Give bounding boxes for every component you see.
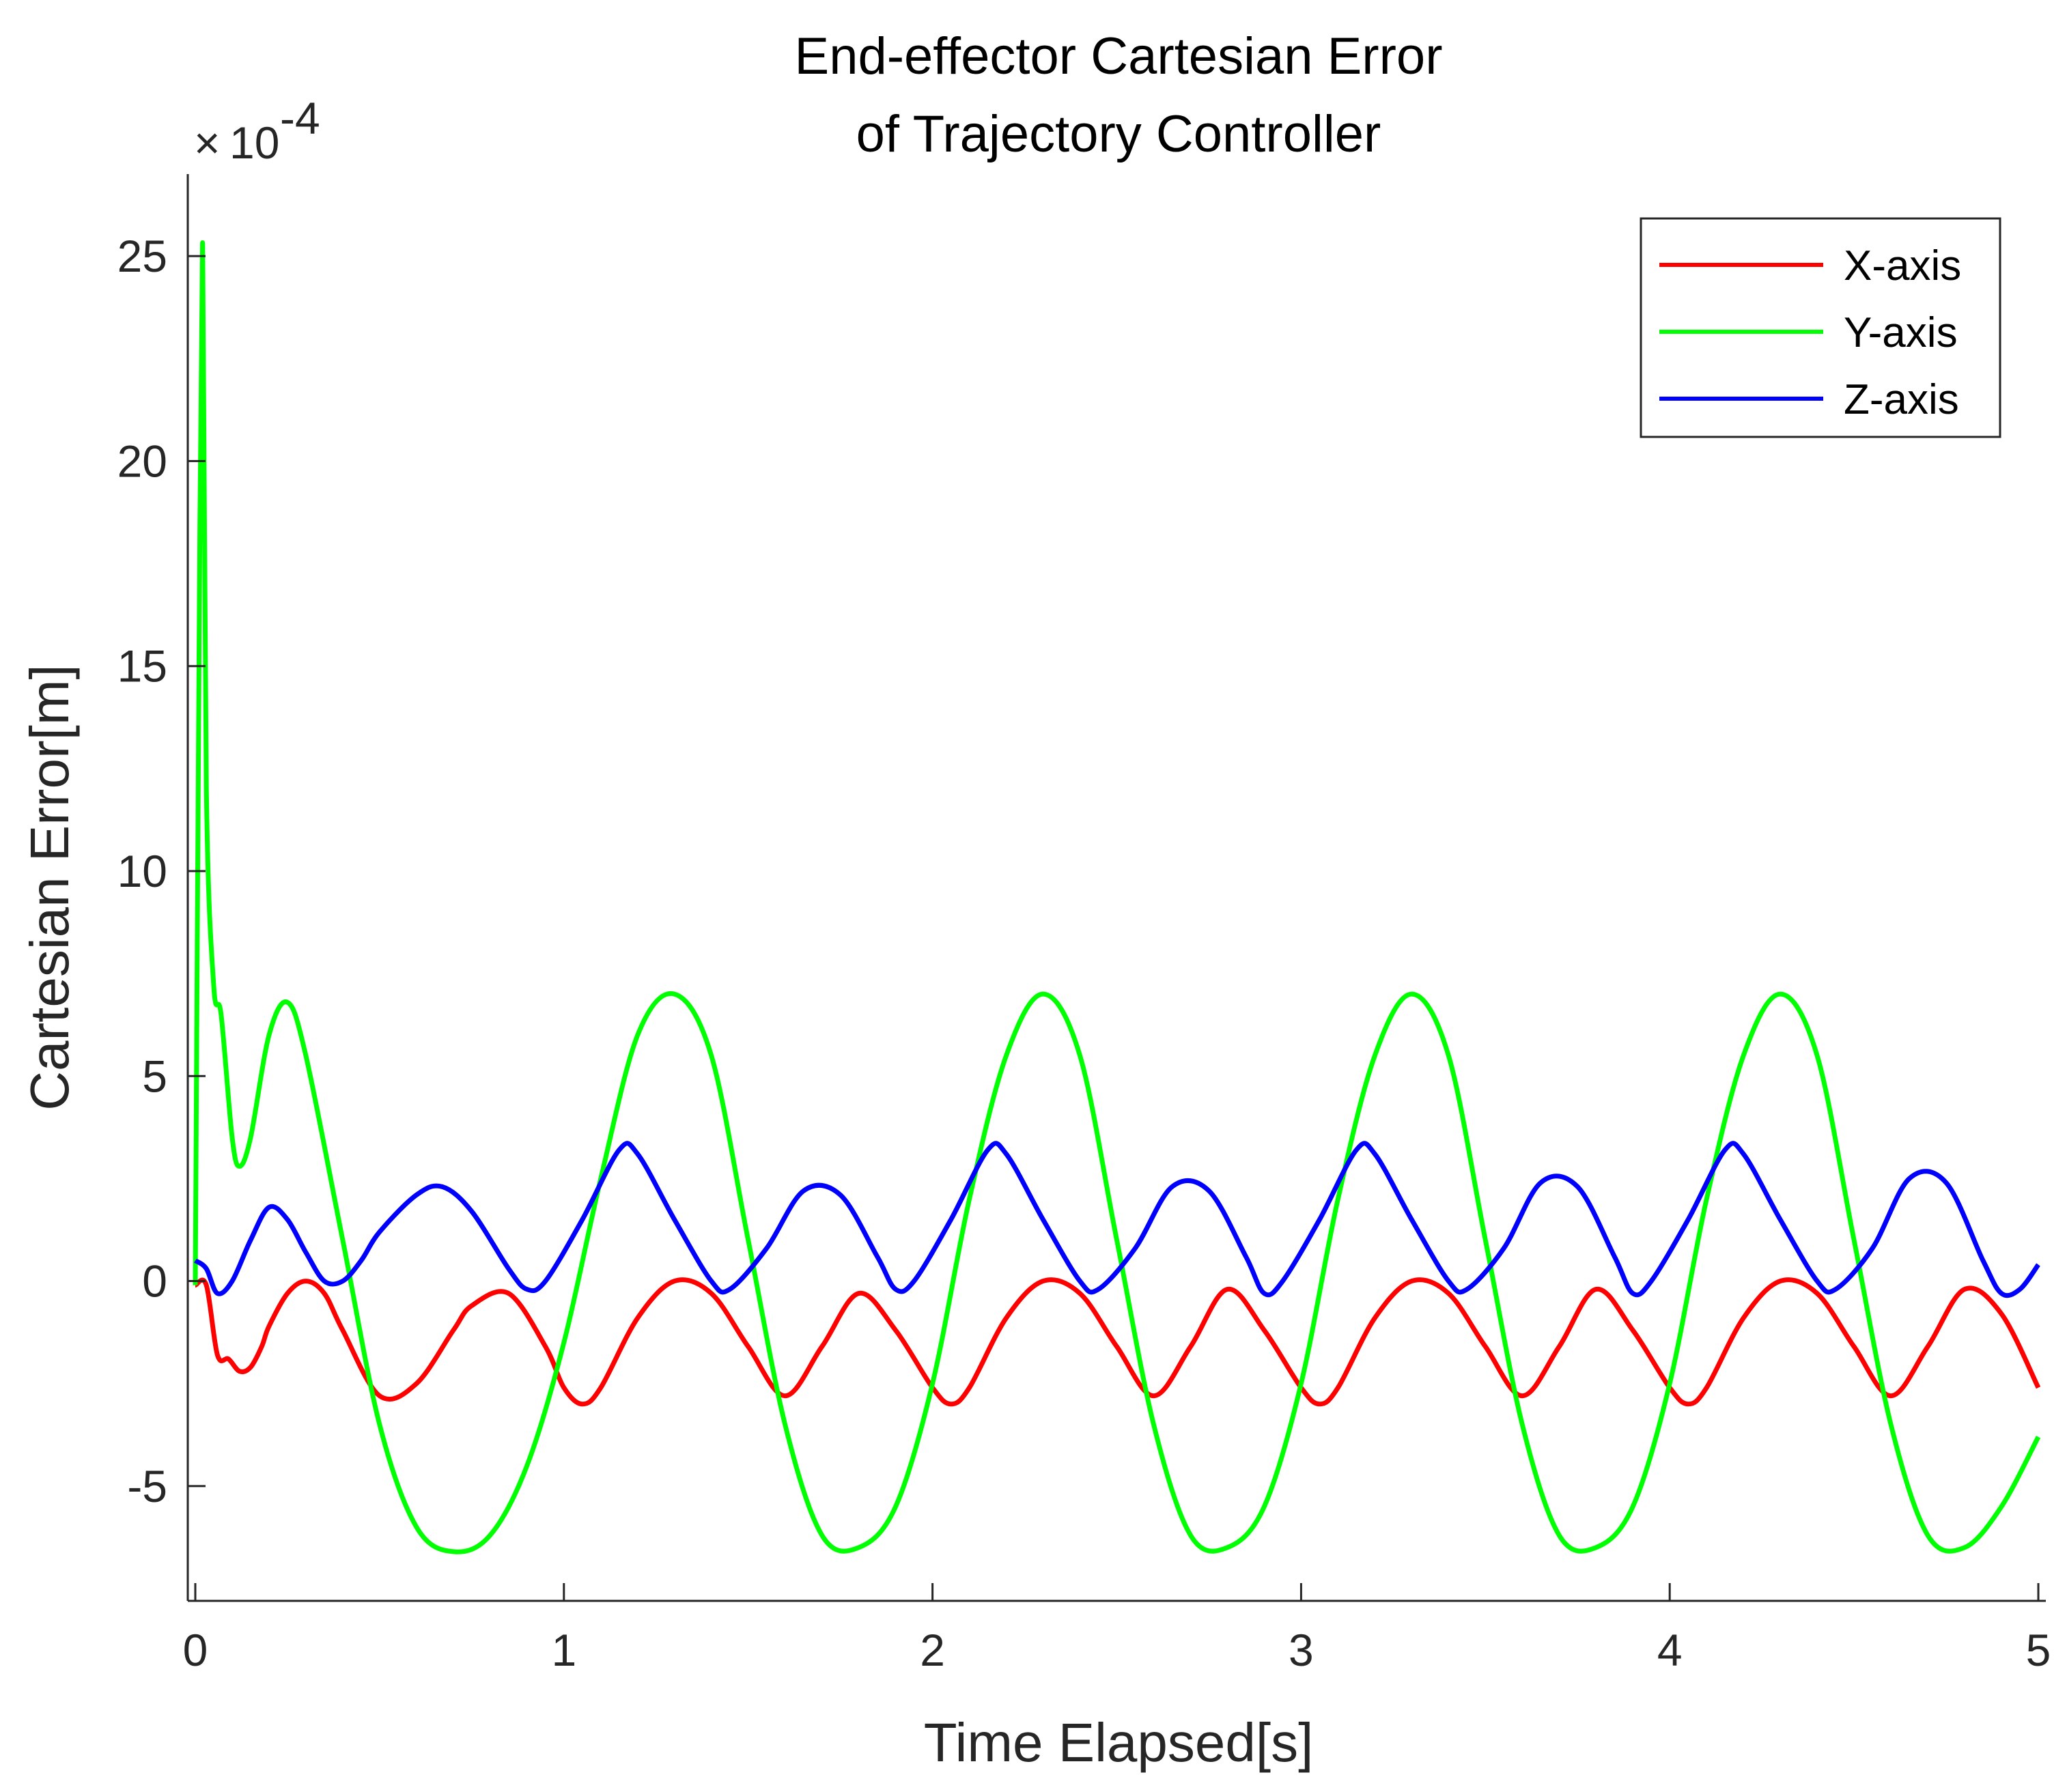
y-tick-label: 5 bbox=[142, 1051, 167, 1101]
x-tick-label: 4 bbox=[1657, 1625, 1683, 1675]
x-axis-series-line bbox=[194, 1277, 2041, 1407]
chart-title-line-1: End-effector Cartesian Error bbox=[795, 27, 1443, 85]
x-tick-label: 3 bbox=[1289, 1625, 1314, 1675]
y-axis-label: Cartesian Error[m] bbox=[19, 664, 80, 1110]
x-tick-label: 2 bbox=[920, 1625, 945, 1675]
chart-title-line-2: of Trajectory Controller bbox=[856, 105, 1381, 163]
y-exponent-times-sign: × bbox=[194, 117, 221, 168]
y-tick-label: 20 bbox=[117, 436, 167, 486]
y-exponent-base: 10 bbox=[229, 117, 279, 168]
axes bbox=[186, 174, 2046, 1602]
legend: X-axis Y-axis Z-axis bbox=[1640, 217, 2001, 438]
x-tick-label: 0 bbox=[183, 1625, 208, 1675]
y-exponent-label: × 10 -4 bbox=[194, 93, 320, 168]
y-tick-label: 25 bbox=[117, 231, 167, 281]
y-axis-series-line bbox=[193, 240, 2041, 1554]
y-tick-label: -5 bbox=[127, 1461, 167, 1511]
y-tick-label: 10 bbox=[117, 846, 167, 896]
y-exponent-power: -4 bbox=[280, 93, 320, 143]
x-axis-label: Time Elapsed[s] bbox=[924, 1712, 1314, 1773]
ticks: 0 1 2 3 4 5 -5 0 5 10 15 20 25 bbox=[117, 231, 2051, 1675]
legend-label-x: X-axis bbox=[1844, 242, 1961, 289]
legend-label-y: Y-axis bbox=[1844, 309, 1958, 356]
legend-label-z: Z-axis bbox=[1844, 376, 1959, 423]
x-tick-label: 5 bbox=[2026, 1625, 2051, 1675]
z-axis-series-line bbox=[193, 1141, 2040, 1298]
y-tick-label: 0 bbox=[142, 1256, 167, 1307]
plot-area bbox=[193, 240, 2041, 1554]
y-tick-label: 15 bbox=[117, 641, 167, 692]
x-tick-label: 1 bbox=[551, 1625, 576, 1675]
